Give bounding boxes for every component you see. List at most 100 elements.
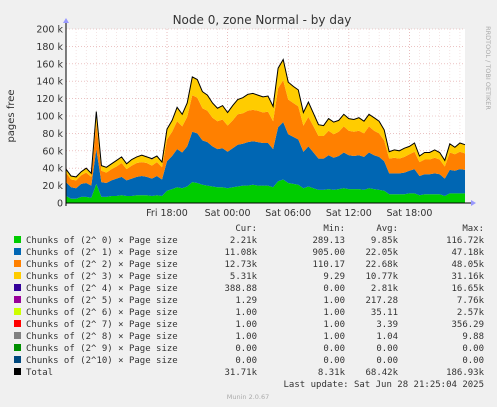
legend-avg-value: 9.85k (371, 236, 399, 246)
y-tick-label: 100 k (36, 112, 63, 123)
legend-swatch (14, 284, 21, 291)
x-tick-label: Sat 06:00 (265, 208, 311, 219)
y-tick-label: 60 k (42, 146, 63, 157)
legend-header: Avg: (376, 224, 398, 234)
legend-min-value: 0.00 (323, 356, 345, 366)
legend-min-value: 8.31k (318, 368, 346, 378)
legend-avg-value: 1.04 (376, 332, 398, 342)
legend-max-value: 2.57k (457, 308, 485, 318)
legend-avg-value: 3.39 (376, 320, 398, 330)
legend-label: Chunks of (2^ 6) × Page size (26, 308, 178, 318)
legend-label: Total (26, 368, 53, 378)
legend-cur-value: 12.73k (224, 260, 257, 270)
legend-max-value: 186.93k (446, 368, 485, 378)
legend-cur-value: 0.00 (235, 356, 257, 366)
legend-avg-value: 0.00 (376, 344, 398, 354)
legend-label: Chunks of (2^ 7) × Page size (26, 320, 178, 330)
legend-header: Min: (323, 224, 345, 234)
legend-swatch (14, 308, 21, 315)
legend-cur-value: 0.00 (235, 344, 257, 354)
legend-min-value: 0.00 (323, 284, 345, 294)
legend-swatch (14, 344, 21, 351)
area-series-2 (66, 80, 465, 189)
legend-cur-value: 2.21k (230, 236, 258, 246)
y-tick-label: 200 k (36, 25, 63, 36)
legend-label: Chunks of (2^ 1) × Page size (26, 248, 178, 258)
legend-cur-value: 1.00 (235, 320, 257, 330)
legend-swatch (14, 236, 21, 243)
y-tick-label: 20 k (42, 181, 63, 192)
legend-label: Chunks of (2^ 2) × Page size (26, 260, 178, 270)
chart-title: Node 0, zone Normal - by day (173, 13, 352, 27)
legend-avg-value: 217.28 (365, 296, 398, 306)
legend-min-value: 1.00 (323, 308, 345, 318)
legend-max-value: 31.16k (451, 272, 484, 282)
y-axis-arrow (63, 18, 69, 23)
rrdtool-credit: RRDTOOL / TOBI OETIKER (484, 26, 492, 110)
legend-max-value: 9.88 (462, 332, 484, 342)
legend-avg-value: 68.42k (365, 368, 398, 378)
legend-avg-value: 35.11 (371, 308, 398, 318)
legend-label: Chunks of (2^ 3) × Page size (26, 272, 178, 282)
x-tick-label: Sat 12:00 (326, 208, 372, 219)
legend-label: Chunks of (2^ 4) × Page size (26, 284, 178, 294)
area-series-1 (66, 122, 465, 199)
legend-min-value: 905.00 (312, 248, 345, 258)
legend-swatch (14, 368, 21, 375)
munin-version: Munin 2.0.67 (227, 393, 270, 401)
legend-avg-value: 22.68k (365, 260, 398, 270)
legend-max-value: 116.72k (446, 236, 485, 246)
legend-max-value: 7.76k (457, 296, 485, 306)
legend-swatch (14, 296, 21, 303)
legend-swatch (14, 248, 21, 255)
y-tick-label: 0 (57, 199, 63, 210)
y-axis-label: pages free (6, 89, 17, 142)
legend-cur-value: 31.71k (224, 368, 257, 378)
legend-cur-value: 1.00 (235, 308, 257, 318)
legend-cur-value: 11.08k (224, 248, 257, 258)
legend-avg-value: 10.77k (365, 272, 398, 282)
y-tick-label: 160 k (36, 59, 63, 70)
legend-max-value: 0.00 (462, 356, 484, 366)
legend-max-value: 48.05k (451, 260, 484, 270)
y-tick-label: 120 k (36, 94, 63, 105)
y-tick-label: 180 k (36, 42, 63, 53)
legend-label: Chunks of (2^ 0) × Page size (26, 236, 178, 246)
legend-label: Chunks of (2^ 8) × Page size (26, 332, 178, 342)
legend-cur-value: 388.88 (224, 284, 257, 294)
legend-cur-value: 1.00 (235, 332, 257, 342)
area-series-0 (66, 179, 465, 203)
legend-max-value: 356.29 (451, 320, 484, 330)
legend-cur-value: 1.29 (235, 296, 257, 306)
legend-swatch (14, 332, 21, 339)
legend-swatch (14, 272, 21, 279)
legend-min-value: 289.13 (312, 236, 345, 246)
legend-header: Cur: (235, 224, 257, 234)
legend-min-value: 9.29 (323, 272, 345, 282)
legend-min-value: 1.00 (323, 332, 345, 342)
legend-avg-value: 22.05k (365, 248, 398, 258)
legend-swatch (14, 320, 21, 327)
legend-label: Chunks of (2^ 5) × Page size (26, 296, 178, 306)
legend-min-value: 0.00 (323, 344, 345, 354)
x-tick-label: Sat 18:00 (386, 208, 432, 219)
y-tick-label: 140 k (36, 77, 63, 88)
legend-max-value: 16.65k (451, 284, 484, 294)
x-tick-label: Fri 18:00 (146, 208, 188, 219)
total-line (65, 58, 466, 178)
legend-swatch (14, 356, 21, 363)
legend-avg-value: 2.81k (371, 284, 399, 294)
legend-min-value: 1.00 (323, 296, 345, 306)
x-tick-label: Sat 00:00 (205, 208, 251, 219)
legend-max-value: 47.18k (451, 248, 484, 258)
legend-cur-value: 5.31k (230, 272, 258, 282)
y-tick-label: 80 k (42, 129, 63, 140)
legend-swatch (14, 260, 21, 267)
area-series-3 (66, 59, 465, 181)
legend-max-value: 0.00 (462, 344, 484, 354)
legend-min-value: 110.17 (312, 260, 345, 270)
legend-min-value: 1.00 (323, 320, 345, 330)
legend-label: Chunks of (2^10) × Page size (26, 356, 178, 366)
legend-avg-value: 0.00 (376, 356, 398, 366)
